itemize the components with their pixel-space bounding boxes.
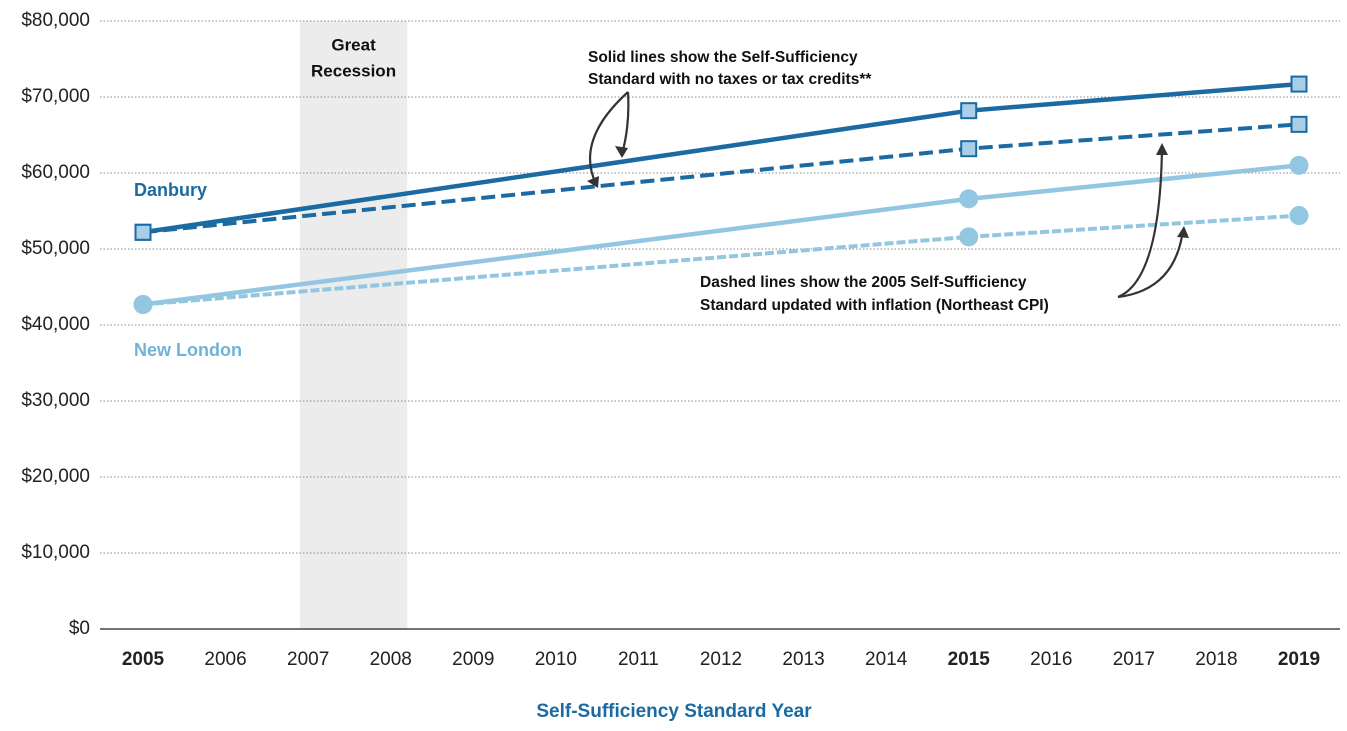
y-tick-label: $10,000: [21, 542, 90, 563]
annotation: Solid lines show the Self-Sufficiency: [588, 49, 858, 66]
x-tick-label: 2014: [865, 649, 908, 670]
x-tick-label: 2019: [1278, 649, 1320, 670]
y-tick-label: $60,000: [21, 162, 90, 183]
series-label: Danbury: [134, 180, 207, 200]
x-tick-label: 2013: [782, 649, 824, 670]
arrow: [620, 91, 630, 155]
marker: [1290, 115, 1308, 133]
x-axis-title: Self-Sufficiency Standard Year: [536, 701, 812, 722]
y-tick-label: $40,000: [21, 314, 90, 335]
x-tick-label: 2005: [122, 649, 165, 670]
marker: [134, 223, 152, 241]
series-label: New London: [134, 340, 242, 360]
arrow: [588, 91, 629, 185]
y-tick-label: $30,000: [21, 390, 90, 411]
annotation-arrows: [588, 91, 1185, 299]
marker: [959, 227, 979, 247]
annotation: Dashed lines show the 2005 Self-Sufficie…: [700, 274, 1027, 291]
marker: [1290, 75, 1308, 93]
marker: [960, 140, 978, 158]
arrowhead: [615, 146, 628, 158]
y-tick-label: $20,000: [21, 466, 90, 487]
x-tick-label: 2017: [1113, 649, 1155, 670]
lines-layer: [133, 75, 1309, 314]
x-tick-label: 2007: [287, 649, 329, 670]
annotation: Standard with no taxes or tax credits**: [588, 71, 872, 88]
y-tick-label: $80,000: [21, 10, 90, 31]
x-tick-label: 2008: [370, 649, 412, 670]
x-tick-label: 2012: [700, 649, 742, 670]
x-tick-label: 2016: [1030, 649, 1072, 670]
marker: [960, 102, 978, 120]
y-tick-label: $0: [69, 618, 90, 639]
shade-label: Recession: [311, 61, 396, 80]
x-tick-label: 2018: [1195, 649, 1237, 670]
arrow: [1117, 147, 1164, 299]
y-tick-label: $70,000: [21, 86, 90, 107]
marker: [959, 189, 979, 209]
x-tick-label: 2009: [452, 649, 494, 670]
arrowhead: [1177, 226, 1189, 238]
arrow: [1117, 229, 1185, 299]
x-tick-label: 2010: [535, 649, 577, 670]
marker: [133, 294, 153, 314]
marker: [1289, 155, 1309, 175]
arrowheads: [587, 143, 1189, 238]
annotation: Standard updated with inflation (Northea…: [700, 297, 1049, 314]
marker: [1289, 206, 1309, 226]
arrowhead: [587, 176, 599, 188]
y-tick-label: $50,000: [21, 238, 90, 259]
x-tick-label: 2011: [618, 649, 659, 670]
x-tick-label: 2015: [948, 649, 991, 670]
x-tick-label: 2006: [204, 649, 246, 670]
arrowhead: [1156, 143, 1168, 155]
shade-label: Great: [331, 35, 376, 54]
